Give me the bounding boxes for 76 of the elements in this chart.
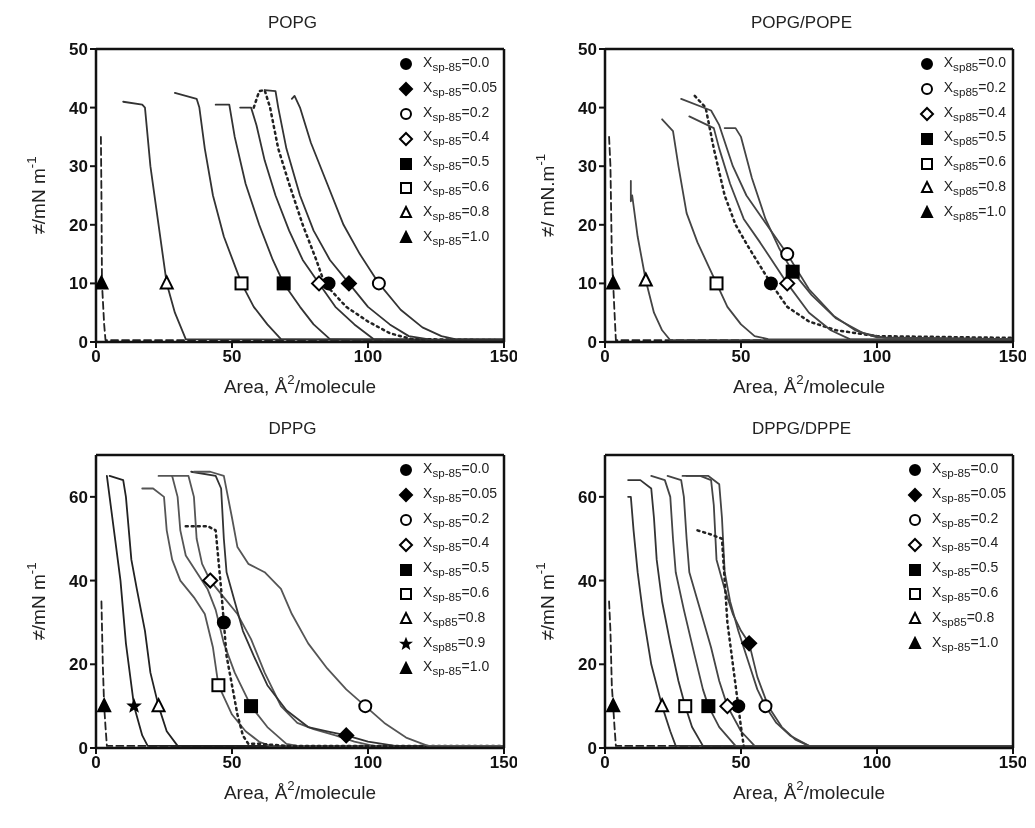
legend-label: X$_{sp85}$=0.8 (943, 177, 1006, 199)
legend-label: X$_{sp85}$=0.8 (423, 607, 486, 630)
legend-label: X$_{sp85}$=0.9 (423, 632, 486, 655)
chart-title: POPG (266, 12, 319, 34)
y-tick-label: 60 (578, 487, 597, 507)
legend-label: X$_{sp85}$=0.4 (943, 102, 1006, 125)
legend-label: X$_{sp-85}$=0.0 (423, 53, 490, 75)
legend-label: X$_{sp-85}$=0.5 (423, 558, 490, 580)
x-tick-label: 50 (222, 753, 242, 773)
x-axis-title: Area, Å$^{2}$/molecule (732, 778, 886, 804)
legend-label: X$_{sp-85}$=1.0 (423, 226, 490, 249)
x-tick-label: 50 (731, 347, 751, 367)
x-tick-label: 150 (489, 753, 519, 773)
legend-label: X$_{sp-85}$=0.0 (932, 459, 999, 481)
y-tick-label: 0 (78, 739, 88, 759)
y-tick-label: 0 (587, 333, 597, 353)
y-tick-label: 60 (69, 487, 88, 507)
x-tick-label: 150 (489, 347, 519, 367)
y-tick-label: 0 (78, 333, 88, 353)
y-tick-label: 20 (578, 655, 597, 675)
legend-label: X$_{sp-85}$=0.2 (423, 508, 490, 531)
legend-label: X$_{sp85}$=0.8 (932, 607, 995, 630)
legend-label: X$_{sp85}$=0.5 (943, 127, 1006, 150)
y-tick-label: 50 (578, 40, 597, 60)
legend-label: X$_{sp-85}$=0.6 (932, 583, 999, 605)
legend-label: X$_{sp-85}$=0.5 (932, 558, 999, 580)
chart-title: DPPG/DPPE (750, 418, 853, 440)
x-axis-title: Area, Å$^{2}$/molecule (223, 778, 377, 804)
legend-label: X$_{sp-85}$=0.8 (423, 201, 490, 224)
x-tick-label: 50 (222, 347, 242, 367)
legend-label: X$_{sp-85}$=0.4 (932, 533, 999, 556)
x-tick-label: 100 (353, 753, 383, 773)
x-tick-label: 150 (998, 753, 1028, 773)
x-tick-label: 0 (600, 753, 610, 773)
y-tick-label: 40 (69, 98, 88, 118)
legend-label: X$_{sp85}$=1.0 (943, 201, 1006, 224)
legend-label: X$_{sp-85}$=0.6 (423, 177, 490, 199)
x-tick-label: 0 (600, 347, 610, 367)
y-tick-label: 50 (69, 40, 88, 60)
legend-label: X$_{sp85}$=0.2 (943, 77, 1006, 100)
x-tick-label: 100 (862, 347, 892, 367)
legend-label: X$_{sp-85}$=1.0 (932, 632, 999, 655)
legend-label: X$_{sp-85}$=0.4 (423, 127, 490, 150)
y-tick-label: 40 (69, 571, 88, 591)
x-tick-label: 0 (91, 347, 101, 367)
legend-label: X$_{sp-85}$=0.05 (423, 483, 497, 506)
y-tick-label: 30 (69, 157, 88, 177)
y-tick-label: 40 (578, 98, 597, 118)
legend-label: X$_{sp85}$=0.6 (943, 152, 1006, 174)
legend-label: X$_{sp-85}$=1.0 (423, 657, 490, 680)
y-tick-label: 30 (578, 157, 597, 177)
legend-label: X$_{sp-85}$=0.05 (932, 483, 1006, 506)
y-tick-label: 0 (587, 739, 597, 759)
x-tick-label: 100 (353, 347, 383, 367)
x-axis-title: Area, Å$^{2}$/molecule (223, 372, 377, 398)
chart-title: POPG/POPE (749, 12, 854, 34)
legend-label: X$_{sp-85}$=0.0 (423, 459, 490, 481)
y-tick-label: 20 (69, 655, 88, 675)
legend-label: X$_{sp85}$=0.0 (943, 53, 1006, 75)
y-tick-label: 40 (578, 571, 597, 591)
legend-label: X$_{sp-85}$=0.05 (423, 77, 497, 100)
x-tick-label: 100 (862, 753, 892, 773)
y-tick-label: 10 (578, 274, 597, 294)
legend-label: X$_{sp-85}$=0.5 (423, 152, 490, 174)
chart-title: DPPG (267, 418, 318, 440)
x-tick-label: 0 (91, 753, 101, 773)
y-tick-label: 10 (69, 274, 88, 294)
x-tick-label: 50 (731, 753, 751, 773)
legend-label: X$_{sp-85}$=0.4 (423, 533, 490, 556)
x-tick-label: 150 (998, 347, 1028, 367)
y-tick-label: 20 (578, 215, 597, 235)
legend-label: X$_{sp-85}$=0.2 (932, 508, 999, 531)
x-axis-title: Area, Å$^{2}$/molecule (732, 372, 886, 398)
y-tick-label: 20 (69, 215, 88, 235)
legend-label: X$_{sp-85}$=0.6 (423, 583, 490, 605)
legend-label: X$_{sp-85}$=0.2 (423, 102, 490, 125)
